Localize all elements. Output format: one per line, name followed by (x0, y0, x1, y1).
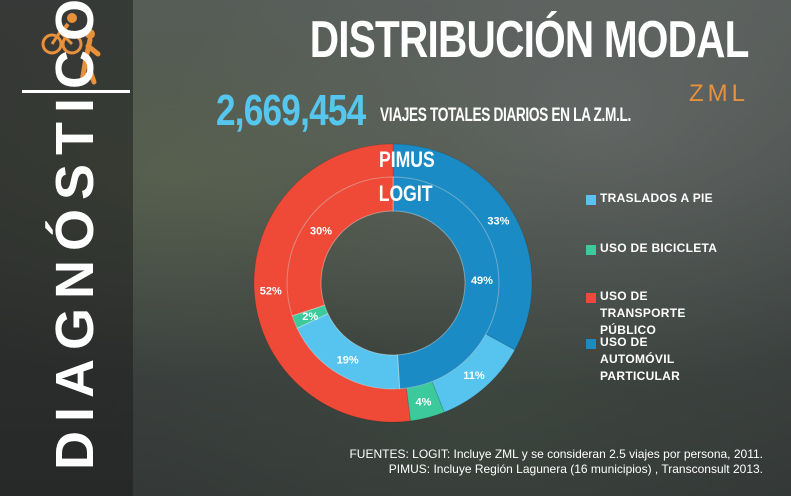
legend-label-bicicleta: USO DE BICICLETA (600, 241, 718, 255)
legend-swatch-automovil (586, 339, 596, 349)
legend-label-transporte: USO DE TRANSPORTE PÚBLICO (600, 289, 686, 337)
sources-note: FUENTES: LOGIT: Incluye ZML y se conside… (349, 447, 763, 477)
cyclist-pedestrian-icon (41, 13, 101, 85)
sidebar: DIAGNÓSTICO (0, 0, 133, 496)
series-label-outer: PIMUS (378, 147, 435, 172)
donut-slice-inner-transporte (286, 176, 394, 317)
total-trips-label: VIAJES TOTALES DIARIOS EN LA Z.M.L. (380, 105, 631, 126)
source-line-1: FUENTES: LOGIT: Incluye ZML y se conside… (349, 447, 763, 461)
legend-swatch-bicicleta (586, 245, 596, 255)
series-label-inner: LOGIT (378, 181, 433, 206)
sidebar-divider (22, 90, 130, 93)
donut-slice-inner-automovil (392, 176, 500, 390)
legend-swatch-transporte (586, 293, 596, 303)
page-subtitle: ZML (689, 80, 749, 107)
source-line-2: PIMUS: Incluye Región Lagunera (16 munic… (388, 462, 763, 476)
legend-label-pie: TRASLADOS A PIE (600, 191, 713, 205)
data-label-outer-transporte: 52% (260, 286, 282, 298)
legend-swatch-pie (586, 195, 596, 205)
data-label-inner-automovil: 49% (471, 275, 493, 287)
data-label-outer-automovil: 33% (487, 216, 509, 228)
data-label-inner-pie: 19% (337, 355, 359, 367)
data-label-inner-bicicleta: 2% (302, 311, 318, 323)
total-trips-number: 2,669,454 (216, 86, 366, 135)
donut-slice-inner-pie (296, 312, 401, 390)
data-label-outer-bicicleta: 4% (416, 397, 432, 409)
data-label-outer-pie: 11% (463, 370, 485, 382)
data-label-inner-transporte: 30% (310, 226, 332, 238)
legend-label-automovil: USO DE AUTOMÓVIL PARTICULAR (600, 335, 681, 383)
page-title: DISTRIBUCIÓN MODAL (310, 11, 750, 69)
